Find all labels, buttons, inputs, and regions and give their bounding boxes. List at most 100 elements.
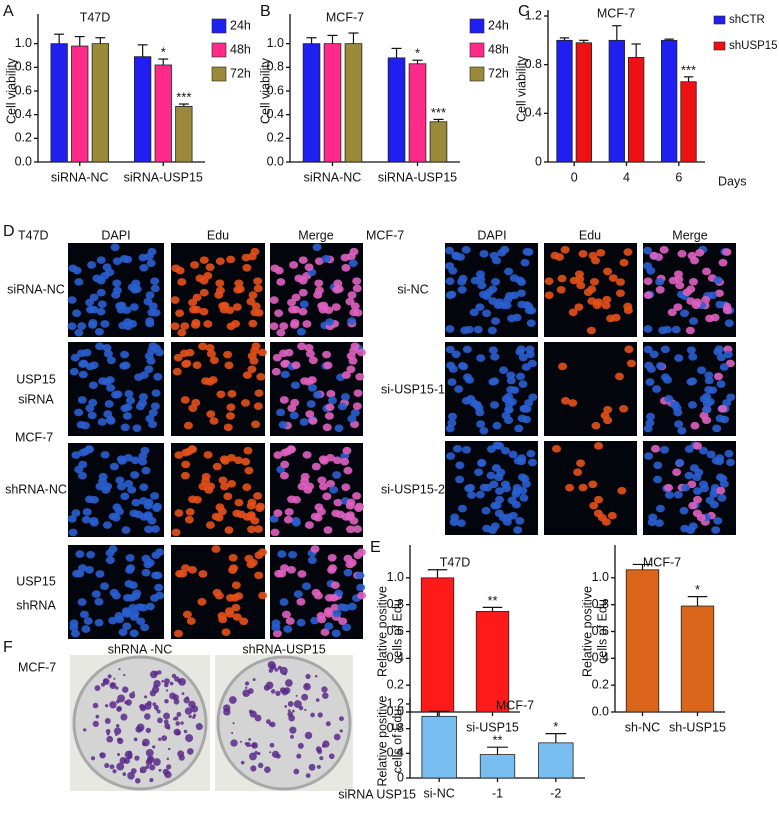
cell-nucleus: [102, 521, 112, 529]
colony: [325, 721, 331, 727]
cell-nucleus: [241, 457, 251, 466]
cell-nucleus: [654, 519, 664, 527]
colony: [163, 678, 170, 685]
colony: [305, 773, 311, 778]
cell-nucleus: [154, 583, 164, 592]
cell-nucleus: [615, 278, 625, 286]
cell-nucleus: [353, 389, 363, 397]
colony: [317, 712, 323, 718]
cell-nucleus: [78, 360, 88, 368]
chart-title: MCF-7: [496, 698, 534, 712]
y-axis-label: Cell viability: [258, 57, 272, 124]
error-bar: [54, 33, 65, 44]
cell-nucleus: [231, 581, 241, 590]
legend-swatch: [713, 15, 726, 25]
cell-nucleus: [300, 377, 310, 385]
cell-nucleus: [120, 492, 130, 501]
cell-nucleus: [526, 449, 536, 458]
colony: [94, 685, 101, 691]
colony: [157, 670, 162, 675]
x-tick-label: si-NC: [424, 786, 455, 800]
cell-nucleus: [494, 473, 504, 482]
colony: [99, 752, 106, 759]
chart-title: MCF-7: [643, 555, 681, 569]
cell-nucleus: [136, 617, 146, 626]
cell-nucleus: [258, 591, 268, 600]
y-tick-label: 0: [397, 770, 404, 784]
cell-nucleus: [180, 322, 190, 330]
cell-nucleus: [513, 526, 523, 534]
cell-nucleus: [224, 607, 234, 615]
colony: [319, 756, 324, 761]
cell-nucleus: [198, 342, 208, 351]
cell-nucleus: [324, 412, 334, 420]
cell-nucleus: [500, 446, 510, 455]
cell-nucleus: [184, 447, 194, 456]
cell-nucleus: [603, 267, 613, 276]
cell-nucleus: [681, 483, 691, 492]
y-tick-label: 0.6: [267, 83, 284, 97]
cell-nucleus: [324, 594, 334, 602]
colony: [106, 732, 110, 736]
cell-nucleus: [475, 303, 485, 311]
cell-nucleus: [447, 378, 457, 386]
cell-nucleus: [318, 482, 328, 491]
cell-nucleus: [96, 307, 106, 316]
cell-nucleus: [250, 346, 260, 355]
cell-nucleus: [201, 477, 211, 486]
cell-nucleus: [601, 301, 611, 310]
cell-nucleus: [123, 403, 133, 411]
cell-nucleus: [457, 504, 467, 513]
cell-nucleus: [119, 255, 129, 263]
cell-nucleus: [322, 492, 332, 501]
cell-nucleus: [286, 566, 296, 574]
cell-nucleus: [674, 420, 684, 428]
cell-nucleus: [76, 420, 86, 429]
cell-nucleus: [79, 610, 89, 619]
colony: [113, 727, 122, 735]
cell-nucleus: [495, 442, 505, 450]
cell-nucleus: [340, 393, 350, 401]
cell-nucleus: [313, 390, 323, 399]
cell-nucleus: [355, 372, 365, 381]
colony: [158, 737, 162, 741]
y-axis-label: Relative positive: [580, 586, 594, 677]
colony: [264, 766, 271, 774]
cell-nucleus: [299, 418, 309, 426]
legend-swatch: [469, 42, 485, 58]
cell-nucleus: [70, 629, 80, 638]
cell-nucleus: [94, 618, 104, 627]
cell-nucleus: [355, 571, 365, 580]
colony: [139, 766, 147, 774]
cell-nucleus: [224, 526, 234, 534]
colony: [163, 719, 169, 725]
cell-nucleus: [288, 550, 298, 559]
cell-nucleus: [103, 482, 113, 491]
cell-nucleus: [653, 475, 663, 484]
colony: [90, 756, 96, 761]
colony: [265, 719, 271, 725]
cell-nucleus: [476, 354, 486, 362]
legend-swatch: [211, 42, 227, 58]
y-tick-label: 0.2: [387, 677, 404, 691]
y-tick-label: 0.8: [592, 597, 609, 611]
cell-nucleus: [487, 326, 497, 335]
cell-line-label: MCF-7: [18, 660, 56, 674]
colony: [248, 737, 252, 741]
cell-nucleus: [589, 501, 599, 510]
colony: [305, 673, 311, 680]
cell-nucleus: [575, 275, 585, 283]
cell-nucleus: [97, 300, 107, 308]
x-tick-label: 6: [675, 170, 682, 184]
colony: [134, 755, 140, 761]
cell-nucleus: [504, 267, 514, 276]
cell-nucleus: [300, 477, 310, 486]
bar: [661, 39, 678, 163]
colony: [135, 725, 143, 733]
cell-nucleus: [701, 295, 711, 304]
cell-nucleus: [70, 353, 80, 362]
cell-nucleus: [352, 277, 362, 285]
cell-nucleus: [514, 424, 524, 433]
cell-nucleus: [511, 500, 521, 509]
